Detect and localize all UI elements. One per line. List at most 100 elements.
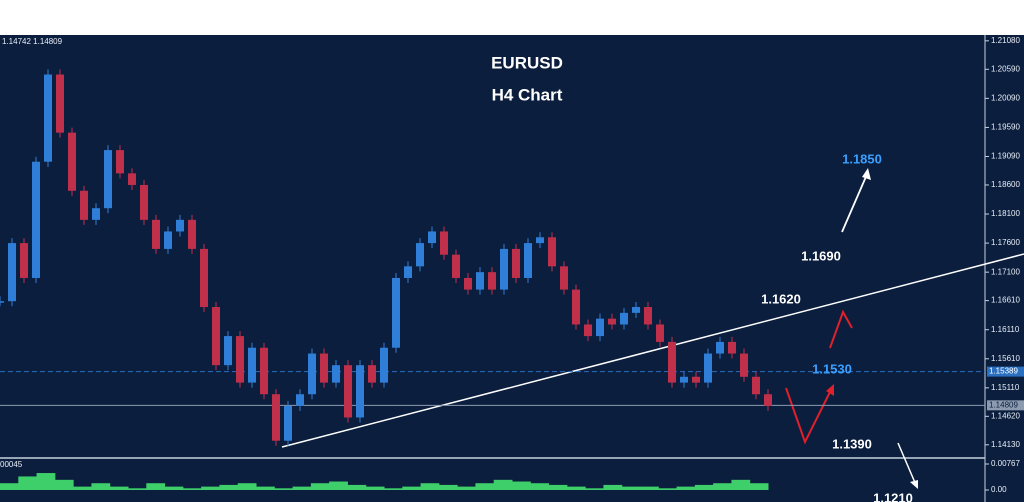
candle-body [368,365,376,383]
oscillator-bar [402,486,422,490]
price-badge [987,400,1024,411]
oscillator-bar [457,486,476,490]
oscillator-bar [219,484,239,490]
candle-body [620,312,628,325]
oscillator-bar [18,476,38,490]
arrow-head [826,384,834,396]
y-tick-label: 1.15110 [991,383,1020,392]
candle-body [536,237,544,244]
candle-body [740,353,748,377]
candle-body [392,277,400,348]
oscillator-bar [585,488,604,490]
indicator-label: 00045 [0,460,23,469]
candle-body [248,347,256,383]
candle-body [284,405,292,441]
price-badge-label: 1.15389 [989,367,1018,376]
oscillator-bar [658,488,678,490]
oscillator-bar [749,483,769,490]
candle-body [704,353,712,383]
candle-body [404,266,412,278]
oscillator-bar [146,483,166,490]
candle-body [608,318,616,325]
candle-body [224,336,232,366]
y-tick-label: 1.15610 [991,354,1020,363]
oscillator-bar [91,483,111,490]
candle-body [548,237,556,267]
y-tick-label: 1.14130 [991,440,1020,449]
candle-body [488,272,496,290]
oscillator-bar [530,483,550,490]
price-badge-label: 1.14809 [989,400,1018,409]
candle-body [632,307,640,313]
y-tick-label: 1.19090 [991,152,1020,161]
y-tick-label: 1.16610 [991,296,1020,305]
oscillator-bar [310,483,330,490]
y-tick-label: 1.17100 [991,267,1020,276]
y-tick-label: 1.18600 [991,180,1020,189]
candle-body [596,318,604,337]
annotation: 1.1850 [842,151,882,166]
candle-body [644,307,652,325]
candle-body [656,324,664,342]
candle-body [104,150,112,209]
candle-body [68,132,76,191]
arrow-head [862,168,871,180]
annotation: 1.1690 [801,248,841,263]
candle-body [452,254,460,278]
candle-body [32,161,40,278]
candle-body [44,74,52,162]
oscillator-bar [640,486,659,490]
annotation: 1.1620 [761,291,801,306]
candle-body [668,341,676,383]
y-tick-label: 1.18100 [991,209,1020,218]
oscillator-bar [365,486,385,490]
price-info: 1.14742 1.14809 [2,37,63,46]
candle-body [572,289,580,325]
candle-body [428,231,436,244]
candle-body [524,243,532,278]
candle-body [80,190,88,220]
oscillator-bar [36,473,56,490]
oscillator-bar [128,488,147,490]
candle-body [344,365,352,418]
y-tick-label: 0.00 [991,485,1007,494]
oscillator-bar [694,484,714,490]
chart-title: EURUSD [491,53,563,72]
y-tick-label: 1.20590 [991,64,1020,73]
annotation: 1.1390 [832,436,872,451]
oscillator-bar [548,484,568,490]
oscillator-bar [713,483,732,490]
oscillator-bar [274,488,294,490]
candle-body [128,173,136,185]
candle-body [476,272,484,290]
trend-line [281,253,1024,448]
oscillator-bar [731,479,751,490]
candle-body [440,231,448,255]
oscillator-bar [164,486,184,490]
candle-body [752,376,760,395]
oscillator-bar [0,483,19,490]
candle-body [308,353,316,395]
oscillator-bar [512,481,531,490]
candle-body [140,184,148,220]
candle-body [20,243,28,278]
oscillator-bar [475,483,495,490]
candle-body [680,376,688,383]
oscillator-bar [384,488,403,490]
y-tick-label: 1.21080 [991,36,1020,45]
oscillator-bar [347,484,367,490]
arrow [841,171,869,233]
candle-body [152,219,160,249]
arrow-head [910,480,918,489]
annotation: 1.1530 [812,361,852,376]
candle-body [56,74,64,133]
candle-body [212,307,220,366]
oscillator-bar [621,486,641,490]
candle-body [200,248,208,308]
candle-body [92,208,100,220]
candle-body [416,243,424,267]
candle-body [728,341,736,354]
oscillator-bar [256,486,275,490]
candle-body [716,341,724,354]
